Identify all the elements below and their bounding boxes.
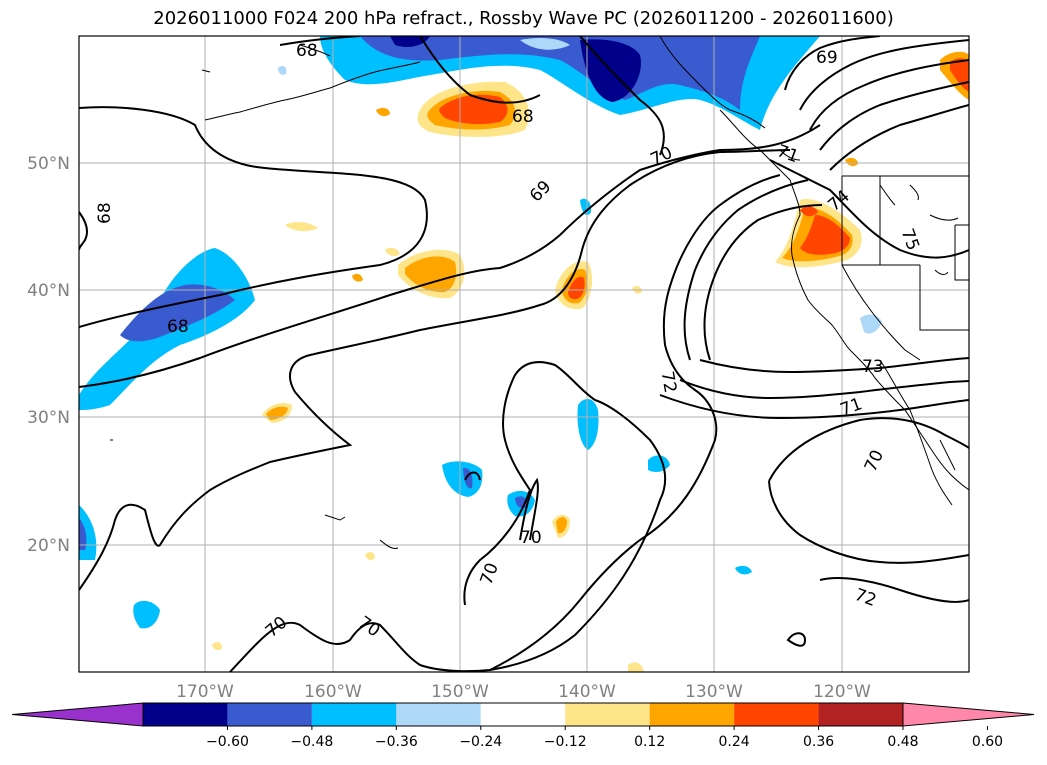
- lat-label: 20°N: [27, 536, 70, 556]
- lon-label: 140°W: [558, 682, 616, 702]
- lon-label: 120°W: [813, 682, 871, 702]
- contour-label: 68: [296, 41, 318, 61]
- colorbar-tick-label: −0.36: [375, 734, 418, 750]
- contour-label: 70: [520, 528, 542, 548]
- colorbar-tick-label: −0.60: [206, 734, 249, 750]
- colorbar-segment: [311, 703, 397, 726]
- colorbar-segment: [480, 703, 566, 726]
- colorbar-segment: [396, 703, 481, 726]
- map-title: 2026011000 F024 200 hPa refract., Rossby…: [153, 8, 894, 29]
- map-background: [79, 36, 969, 672]
- colorbar-segment: [565, 703, 650, 726]
- lat-label: 50°N: [27, 154, 70, 174]
- lon-label: 160°W: [304, 682, 362, 702]
- lon-label: 150°W: [431, 682, 489, 702]
- contour-label: 73: [862, 357, 884, 377]
- colorbar-segment: [734, 703, 819, 726]
- colorbar-tick-label: −0.48: [290, 734, 333, 750]
- colorbar-tick-label: 0.24: [719, 734, 750, 750]
- coastlines: [110, 36, 969, 549]
- colorbar-segment: [649, 703, 735, 726]
- latitude-labels: 50°N 40°N 30°N 20°N: [27, 154, 70, 556]
- lon-label: 170°W: [176, 682, 234, 702]
- map-frame: [78, 35, 970, 673]
- colorbar-tick-label: −0.12: [544, 734, 587, 750]
- colorbar-segment: [227, 703, 312, 726]
- lat-label: 30°N: [27, 408, 70, 428]
- colorbar-tick-label: −0.24: [459, 734, 502, 750]
- colorbar-extend-low: [11, 702, 144, 727]
- colorbar-segment: [143, 703, 228, 726]
- colorbar-extend-high: [902, 702, 1035, 727]
- colorbar-tick-label: 0.60: [972, 734, 1003, 750]
- contour-label: 72: [657, 370, 680, 395]
- lon-label: 130°W: [685, 682, 743, 702]
- contour-label: 68: [512, 107, 534, 127]
- lat-label: 40°N: [27, 281, 70, 301]
- colorbar-tick-label: 0.12: [634, 734, 665, 750]
- longitude-labels: 170°W 160°W 150°W 140°W 130°W 120°W: [176, 682, 871, 702]
- colorbar-segment: [818, 703, 903, 726]
- contour-label: 68: [167, 317, 189, 337]
- colorbar-tick-label: 0.36: [803, 734, 834, 750]
- colorbar: −0.60 −0.48 −0.36 −0.24 −0.12 0.12 0.24 0.36 0.4…: [11, 702, 1035, 750]
- colorbar-tick-label: 0.48: [887, 734, 918, 750]
- contour-lines: [79, 36, 969, 672]
- colorbar-frame: [142, 702, 904, 727]
- contour-label: 68: [95, 202, 115, 224]
- contour-label: 69: [816, 48, 838, 68]
